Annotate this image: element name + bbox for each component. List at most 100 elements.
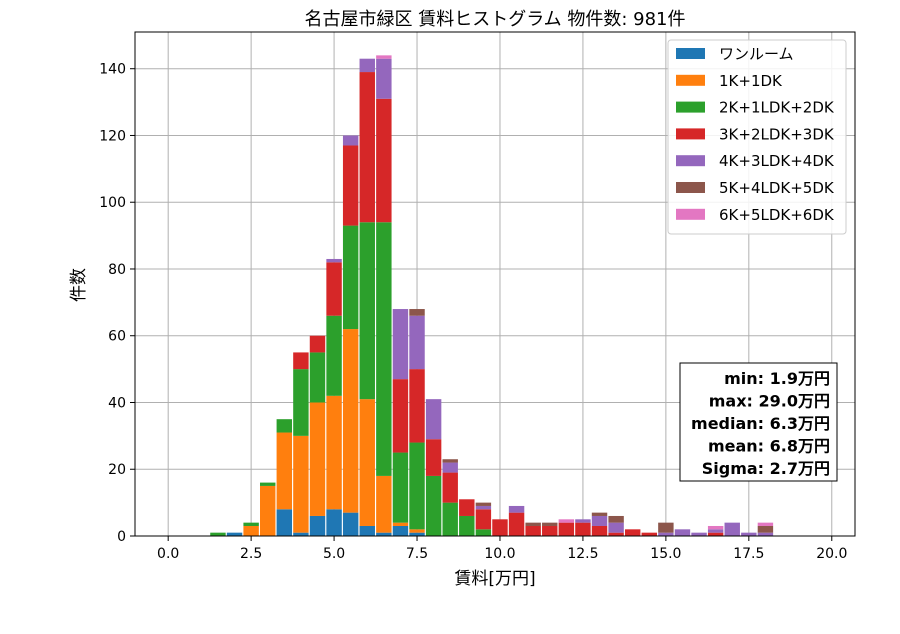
- legend-label: 2K+1LDK+2DK: [719, 99, 835, 117]
- bar-segment: [342, 225, 359, 330]
- bar-segment: [276, 509, 293, 536]
- bar-segment: [243, 525, 259, 536]
- x-tick-label: 20.0: [816, 546, 847, 562]
- stats-box: min: 1.9万円 max: 29.0万円 median: 6.3万円 mean: …: [679, 362, 838, 482]
- stats-line: Sigma: 2.7万円: [702, 459, 830, 478]
- bar-segment: [624, 529, 641, 536]
- bar-segment: [293, 369, 309, 436]
- legend-label: ワンルーム: [719, 45, 794, 63]
- bar-segment: [707, 529, 724, 533]
- y-tick-label: 60: [108, 329, 126, 345]
- bar-segment: [326, 509, 342, 536]
- x-tick-label: 10.0: [484, 546, 515, 562]
- bar-segment: [376, 222, 392, 476]
- bar-segment: [558, 522, 575, 536]
- bar-segment: [641, 532, 657, 536]
- ticks-layer: 0.0 2.5 5.0 7.5 10.0 12.5 15.0 17.5 20.0 0 20 40 60 8…: [99, 62, 847, 562]
- bar-segment: [459, 515, 475, 536]
- bar-segment: [409, 529, 425, 533]
- bar-segment: [326, 395, 342, 510]
- bar-segment: [757, 525, 774, 533]
- y-tick-label: 100: [99, 195, 126, 211]
- bar-segment: [442, 502, 458, 536]
- bar-segment: [309, 402, 326, 516]
- y-tick-label: 140: [99, 62, 126, 78]
- bar-segment: [741, 532, 757, 536]
- bar-segment: [707, 532, 724, 536]
- legend-label: 4K+3LDK+4DK: [719, 152, 835, 170]
- bar-segment: [591, 515, 608, 526]
- bar-segment: [309, 352, 326, 403]
- bar-segment: [326, 262, 342, 316]
- stats-line: min: 1.9万円: [724, 369, 830, 388]
- x-tick-label: 2.5: [240, 546, 262, 562]
- bar-segment: [558, 519, 575, 523]
- bar-segment: [525, 522, 541, 526]
- legend-label: 3K+2LDK+3DK: [719, 125, 835, 143]
- bar-segment: [608, 522, 624, 533]
- x-tick-label: 5.0: [323, 546, 345, 562]
- bar-segment: [591, 525, 608, 536]
- bar-segment: [442, 459, 458, 463]
- bar-segment: [508, 505, 525, 513]
- bar-segment: [326, 258, 342, 263]
- legend-label: 6K+5LDK+6DK: [719, 206, 835, 224]
- bar-segment: [608, 515, 624, 523]
- bar-segment: [475, 502, 492, 506]
- plot-frame: [134, 31, 856, 537]
- bar-segment: [475, 505, 492, 510]
- bar-segment: [359, 399, 375, 526]
- stats-line: max: 29.0万円: [709, 392, 830, 411]
- x-tick-label: 7.5: [406, 546, 428, 562]
- y-tick-label: 20: [108, 462, 126, 478]
- x-tick-label: 12.5: [567, 546, 598, 562]
- bar-segment: [724, 522, 740, 536]
- stats-line: median: 6.3万円: [691, 414, 830, 433]
- legend-swatch: [676, 155, 705, 167]
- bar-segment: [376, 55, 392, 59]
- bar-segment: [492, 519, 508, 536]
- bar-segment: [276, 419, 293, 433]
- stats-frame: [679, 362, 838, 482]
- bar-segment: [658, 532, 674, 536]
- bar-segment: [409, 309, 425, 316]
- x-axis-label: 賃料[万円]: [454, 569, 535, 589]
- legend-swatch: [676, 48, 705, 59]
- legend-swatch: [676, 101, 705, 113]
- bar-segment: [309, 335, 326, 353]
- bar-segment: [674, 529, 691, 536]
- y-tick-label: 120: [99, 128, 126, 144]
- bar-segment: [210, 532, 226, 536]
- bar-segment: [293, 532, 309, 536]
- bar-segment: [658, 522, 674, 533]
- bar-segment: [475, 529, 492, 536]
- bar-segment: [392, 379, 409, 453]
- legend-swatch: [676, 208, 705, 220]
- bar-segment: [575, 519, 591, 523]
- y-tick-label: 80: [108, 262, 126, 278]
- legend-frame: [667, 39, 847, 235]
- legend-swatch: [676, 182, 705, 193]
- bar-segment: [359, 525, 375, 536]
- bars-layer: [210, 55, 774, 536]
- bar-segment: [309, 515, 326, 536]
- bar-segment: [260, 485, 276, 536]
- bar-segment: [376, 98, 392, 223]
- bar-segment: [359, 222, 375, 400]
- bar-segment: [376, 58, 392, 99]
- bar-segment: [508, 512, 525, 536]
- bar-segment: [226, 532, 243, 536]
- bar-segment: [409, 532, 425, 536]
- bar-segment: [342, 329, 359, 513]
- x-tick-label: 15.0: [650, 546, 681, 562]
- bar-segment: [359, 72, 375, 223]
- bar-segment: [442, 462, 458, 473]
- bar-segment: [425, 475, 442, 536]
- grid-layer: [135, 32, 855, 537]
- stats-line: mean: 6.8万円: [708, 437, 830, 456]
- bar-segment: [525, 525, 541, 536]
- legend-swatch: [676, 74, 705, 86]
- bar-segment: [707, 525, 724, 530]
